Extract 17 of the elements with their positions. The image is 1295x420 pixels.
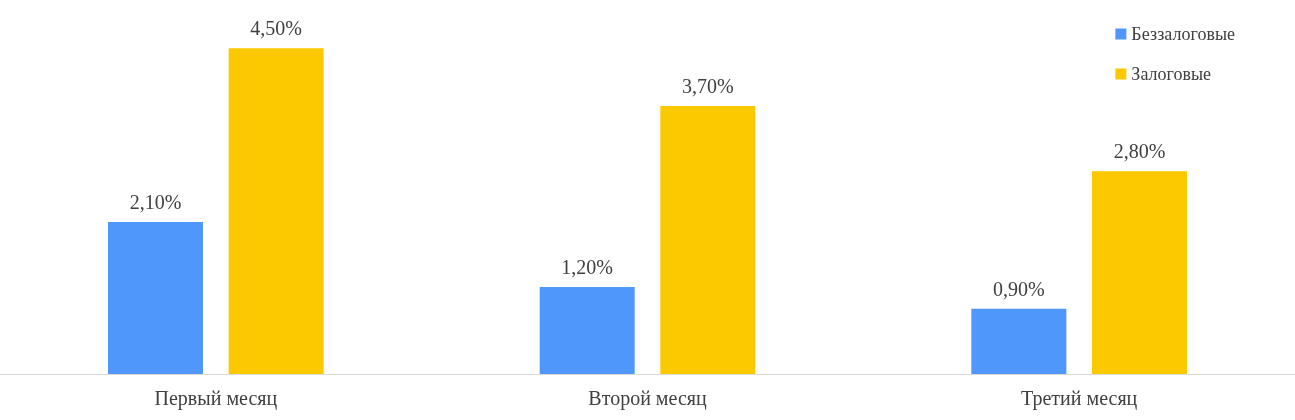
data-label: 3,70% <box>681 75 734 98</box>
bar <box>660 106 756 374</box>
bar <box>228 48 324 374</box>
x-tick-label: Третий месяц <box>1021 387 1138 410</box>
x-tick-label: Второй месяц <box>588 387 707 410</box>
data-label: 2,10% <box>129 190 182 213</box>
data-label: 1,20% <box>561 256 614 279</box>
data-label: 4,50% <box>250 17 302 40</box>
bar <box>539 287 635 374</box>
bar <box>971 308 1067 374</box>
legend-label: Беззалоговые <box>1131 24 1236 44</box>
x-tick-label: Первый месяц <box>154 387 278 410</box>
bar <box>1091 171 1187 374</box>
legend-label: Залоговые <box>1131 64 1212 84</box>
data-label: 2,80% <box>1113 140 1166 163</box>
bar <box>108 221 204 374</box>
data-label: 0,90% <box>993 277 1045 300</box>
